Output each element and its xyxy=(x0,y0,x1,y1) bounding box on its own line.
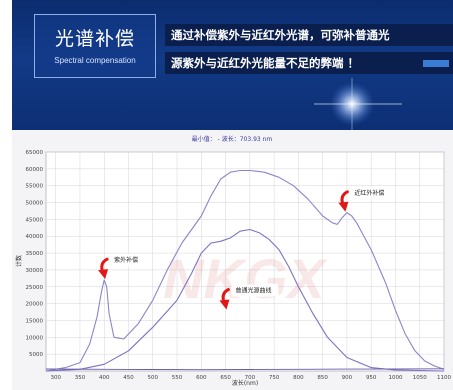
banner-subtitle: Spectral compensation xyxy=(54,56,136,65)
banner-title: 光谱补偿 xyxy=(54,28,135,50)
y-tick-label: 20000 xyxy=(26,302,44,308)
banner: 光谱补偿 Spectral compensation 通过补偿紫外与近红外光谱，… xyxy=(12,0,453,130)
spectrum-series-line-2 xyxy=(45,228,445,372)
annotation-arrowhead xyxy=(338,201,349,212)
spectrum-chart-panel: 5000 10000 15000 20000 25000 30000 35000 40000 4… xyxy=(12,130,453,390)
annotation-label-background xyxy=(350,186,391,199)
y-tick-label: 10000 xyxy=(26,335,44,341)
x-tick-label: 1100 xyxy=(437,375,451,381)
y-tick-label: 45000 xyxy=(26,217,44,223)
banner-description-line-1: 通过补偿紫外与近红外光谱，可弥补普通光 xyxy=(165,24,453,46)
annotation-arrowhead xyxy=(219,299,230,310)
banner-description-line-2: 源紫外与近红外光能量不足的弊端 ！ xyxy=(165,52,453,74)
y-tick-label: 25000 xyxy=(26,285,44,291)
banner-title-box: 光谱补偿 Spectral compensation xyxy=(34,14,156,78)
x-tick-label: 550 xyxy=(172,375,183,381)
x-tick-label: 900 xyxy=(342,375,353,381)
banner-accent-bar xyxy=(423,60,449,67)
x-tick-label: 800 xyxy=(293,375,304,381)
spectrum-series-line-1 xyxy=(45,169,445,372)
y-tick-label: 5000 xyxy=(29,352,43,358)
annotation-arrowhead xyxy=(98,269,109,280)
y-tick-label: 15000 xyxy=(26,318,44,324)
y-tick-label: 50000 xyxy=(26,201,44,207)
x-tick-label: 400 xyxy=(99,375,110,381)
chart-title: 最小值： - 波长：703.93 nm xyxy=(192,135,273,143)
x-tick-label: 450 xyxy=(123,375,134,381)
x-axis-label: 波长(nm) xyxy=(232,379,258,387)
x-tick-label: 350 xyxy=(75,375,86,381)
x-tick-label: 1050 xyxy=(413,375,427,381)
y-tick-label: 60000 xyxy=(26,167,44,173)
annotation-label: 近红外补偿 xyxy=(354,189,384,197)
watermark-text: NKGX xyxy=(163,247,328,310)
y-tick-label: 30000 xyxy=(26,268,44,274)
annotation-label-background xyxy=(110,254,145,267)
y-tick-label: 55000 xyxy=(26,184,44,190)
x-tick-label: 1000 xyxy=(388,375,402,381)
y-tick-label: 40000 xyxy=(26,234,44,240)
x-tick-label: 600 xyxy=(196,375,207,381)
x-tick-label: 850 xyxy=(317,375,328,381)
x-tick-label: 700 xyxy=(245,375,256,381)
annotation-label: 紫外补偿 xyxy=(114,256,138,264)
lens-flare-decoration xyxy=(314,78,402,130)
annotation-label-background xyxy=(231,284,279,297)
x-tick-label: 300 xyxy=(50,375,61,381)
x-tick-label: 750 xyxy=(269,375,280,381)
annotation-label: 普通光源曲线 xyxy=(235,287,271,295)
x-tick-label: 650 xyxy=(220,375,231,381)
y-axis-label: 计数 xyxy=(15,255,23,267)
spectrum-chart: 5000 10000 15000 20000 25000 30000 35000 40000 4… xyxy=(15,135,451,387)
x-tick-label: 500 xyxy=(148,375,159,381)
x-tick-label: 950 xyxy=(366,375,377,381)
spectrum-series-line-3 xyxy=(45,368,445,371)
y-tick-label: 65000 xyxy=(26,150,44,156)
y-tick-label: 35000 xyxy=(26,251,44,257)
